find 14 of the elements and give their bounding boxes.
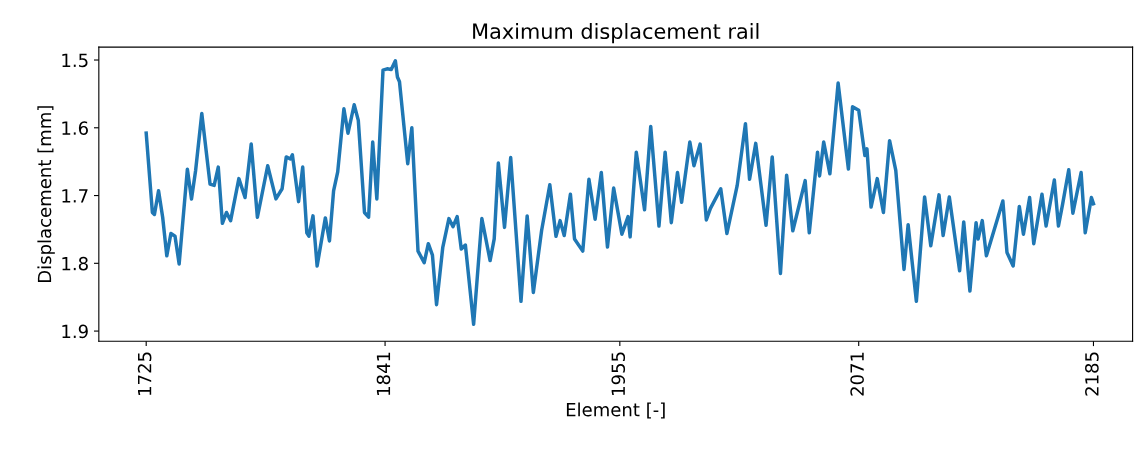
chart-title: Maximum displacement rail bbox=[473, 22, 759, 44]
x-tick-label: 1955 bbox=[611, 352, 626, 395]
line-series bbox=[144, 58, 1096, 327]
y-tick-label: 1.9 bbox=[62, 324, 88, 339]
y-tick-label: 1.6 bbox=[62, 121, 88, 135]
x-tick-label: 1725 bbox=[137, 352, 152, 395]
y-tick-label: 1.5 bbox=[62, 53, 88, 68]
x-tick-label: 2185 bbox=[1085, 352, 1099, 396]
y-tick-label: 1.8 bbox=[62, 256, 88, 271]
y-tick-label: 1.7 bbox=[62, 189, 88, 203]
x-tick-label: 1841 bbox=[376, 352, 391, 395]
y-axis-title: Displacement [mm] bbox=[37, 106, 55, 282]
x-tick-label: 2071 bbox=[850, 352, 864, 396]
x-axis-title: Element [-] bbox=[566, 402, 665, 419]
